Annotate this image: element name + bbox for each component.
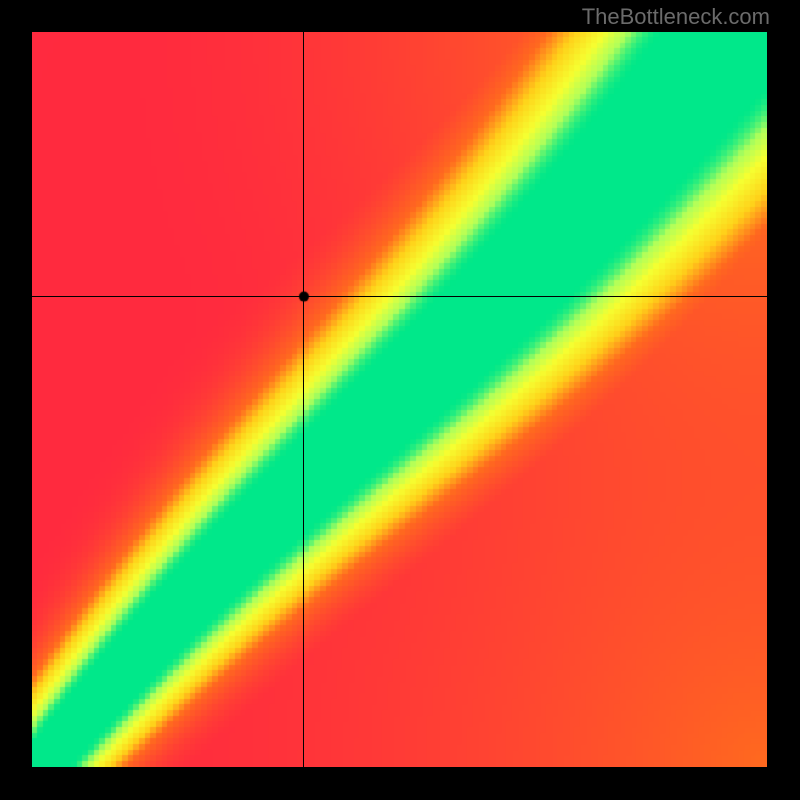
crosshair-vertical-line bbox=[303, 32, 304, 767]
bottleneck-heatmap bbox=[32, 32, 767, 767]
attribution-text: TheBottleneck.com bbox=[582, 4, 770, 30]
crosshair-horizontal-line bbox=[32, 296, 767, 297]
